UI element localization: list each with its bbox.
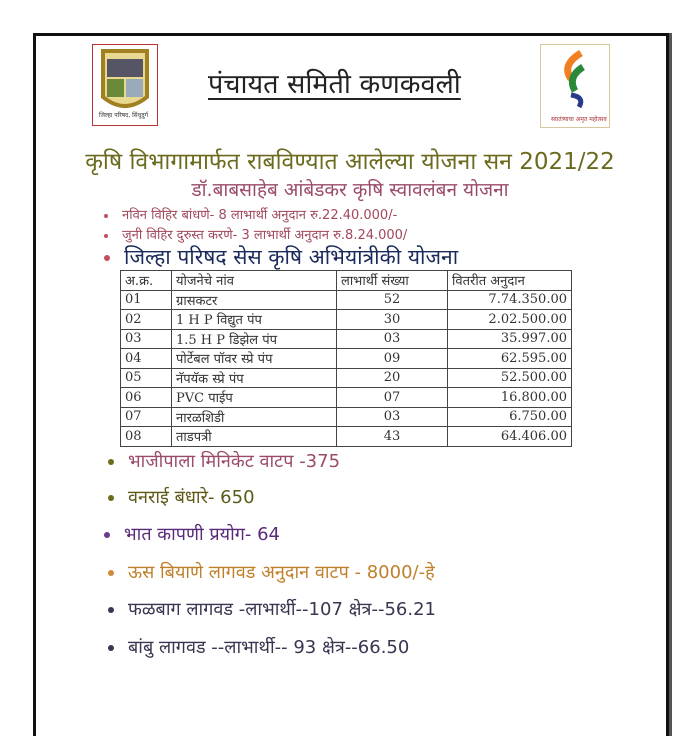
list-item: भात कापणी प्रयोग- 64 xyxy=(104,522,280,546)
table-cell: 1 H P विद्युत पंप xyxy=(171,309,337,330)
table-cell: 2.02.500.00 xyxy=(447,309,572,330)
table-cell: 07 xyxy=(120,406,172,427)
table-cell: 03 xyxy=(120,328,172,349)
table-row: 05 नॅपयॅक स्प्रे पंप 20 52.500.00 xyxy=(120,367,572,388)
logo-caption: जिल्हा परिषद, सिंधुदुर्ग xyxy=(99,112,148,119)
table-cell: 30 xyxy=(336,309,448,330)
zilla-parishad-logo: जिल्हा परिषद, सिंधुदुर्ग xyxy=(92,44,158,126)
list-item: बांबु लागवड --लाभार्थी-- 93 क्षेत्र--66.… xyxy=(108,635,409,659)
table-cell: 52.500.00 xyxy=(447,367,572,388)
table-cell: ताडपत्री xyxy=(171,426,337,447)
logo-caption: स्वातंत्र्याचा अमृत महोत्सव xyxy=(551,116,607,123)
list-item: वनराई बंधारे- 650 xyxy=(108,485,255,509)
table-row: 03 1.5 H P डिझेल पंप 03 35.997.00 xyxy=(120,328,572,349)
table-cell: नारळशिडी xyxy=(171,406,337,427)
bullet-icon xyxy=(108,570,114,576)
table-row: 02 1 H P विद्युत पंप 30 2.02.500.00 xyxy=(120,309,572,330)
page-border xyxy=(33,33,669,736)
table-cell: 06 xyxy=(120,387,172,408)
list-item: ऊस बियाणे लागवड अनुदान वाटप - 8000/-हे xyxy=(108,560,435,584)
page-title: पंचायत समिती कणकवली xyxy=(208,69,461,100)
table-cell: 05 xyxy=(120,367,172,388)
list-item-text: नविन विहिर बांधणे- 8 लाभार्थी अनुदान रु.… xyxy=(122,208,398,223)
table-cell: 01 xyxy=(120,289,172,310)
table-cell: ग्रासकटर xyxy=(171,289,337,310)
table-cell: 64.406.00 xyxy=(447,426,572,447)
table-cell: 20 xyxy=(336,367,448,388)
bullet-icon xyxy=(104,233,108,238)
list-item: फळबाग लागवड -लाभार्थी--107 क्षेत्र--56.2… xyxy=(108,597,436,621)
bullet-icon xyxy=(104,255,110,261)
list-item: भाजीपाला मिनिकेट वाटप -375 xyxy=(108,449,340,473)
list-item-text: बांबु लागवड --लाभार्थी-- 93 क्षेत्र--66.… xyxy=(128,637,410,658)
heading: कृषि विभागामार्फत राबविण्यात आलेल्या योज… xyxy=(85,149,615,175)
table-cell: PVC पाईप xyxy=(171,387,337,408)
bullet-icon xyxy=(104,532,110,538)
table-row: 06 PVC पाईप 07 16.800.00 xyxy=(120,387,572,408)
bullet-icon xyxy=(108,495,114,501)
section-heading: जिल्हा परिषद सेस कृषि अभियांत्रीकी योजना xyxy=(104,243,458,271)
list-item: नविन विहिर बांधणे- 8 लाभार्थी अनुदान रु.… xyxy=(104,205,397,223)
header-cell: अ.क्र. xyxy=(120,270,172,291)
table-cell: 08 xyxy=(120,426,172,447)
list-item-text: वनराई बंधारे- 650 xyxy=(128,487,255,508)
table-cell: 04 xyxy=(120,348,172,369)
amrit-mahotsav-logo: स्वातंत्र्याचा अमृत महोत्सव xyxy=(540,44,610,128)
table-row: 07 नारळशिडी 03 6.750.00 xyxy=(120,406,572,427)
header-cell: वितरीत अनुदान xyxy=(447,270,572,291)
table-cell: 03 xyxy=(336,406,448,427)
table-row: 08 ताडपत्री 43 64.406.00 xyxy=(120,426,572,447)
table-cell: 07 xyxy=(336,387,448,408)
header-cell: लाभार्थी संख्या xyxy=(336,270,448,291)
table-cell: 43 xyxy=(336,426,448,447)
scheme-table: अ.क्र. योजनेचे नांव लाभार्थी संख्या वितरीत … xyxy=(120,270,572,447)
subheading: डॉ.बाबसाहेब आंबेडकर कृषि स्वावलंबन योजना xyxy=(191,179,509,201)
table-cell: 35.997.00 xyxy=(447,328,572,349)
bullet-icon xyxy=(108,645,114,651)
table-header-row: अ.क्र. योजनेचे नांव लाभार्थी संख्या वितरीत … xyxy=(120,270,572,291)
list-item-text: फळबाग लागवड -लाभार्थी--107 क्षेत्र--56.2… xyxy=(128,599,436,620)
table-cell: 52 xyxy=(336,289,448,310)
table-cell: 62.595.00 xyxy=(447,348,572,369)
table-row: 01 ग्रासकटर 52 7.74.350.00 xyxy=(120,289,572,310)
table-cell: 6.750.00 xyxy=(447,406,572,427)
table-cell: पोर्टेबल पॉवर स्प्रे पंप xyxy=(171,348,337,369)
header-cell: योजनेचे नांव xyxy=(171,270,337,291)
list-item: जुनी विहिर दुरुस्त करणे- 3 लाभार्थी अनुद… xyxy=(104,225,407,243)
table-cell: 09 xyxy=(336,348,448,369)
list-item-text: भात कापणी प्रयोग- 64 xyxy=(124,524,281,545)
list-item-text: जुनी विहिर दुरुस्त करणे- 3 लाभार्थी अनुद… xyxy=(122,228,408,243)
section-text: जिल्हा परिषद सेस कृषि अभियांत्रीकी योजना xyxy=(124,245,459,269)
bullet-icon xyxy=(104,213,108,218)
bullet-icon xyxy=(108,459,114,465)
table-cell: 02 xyxy=(120,309,172,330)
list-item-text: भाजीपाला मिनिकेट वाटप -375 xyxy=(128,451,341,472)
bullet-icon xyxy=(108,607,114,613)
list-item-text: ऊस बियाणे लागवड अनुदान वाटप - 8000/-हे xyxy=(128,562,435,583)
table-cell: 03 xyxy=(336,328,448,349)
table-cell: 16.800.00 xyxy=(447,387,572,408)
table-row: 04 पोर्टेबल पॉवर स्प्रे पंप 09 62.595.00 xyxy=(120,348,572,369)
table-cell: 1.5 H P डिझेल पंप xyxy=(171,328,337,349)
table-cell: 7.74.350.00 xyxy=(447,289,572,310)
table-cell: नॅपयॅक स्प्रे पंप xyxy=(171,367,337,388)
